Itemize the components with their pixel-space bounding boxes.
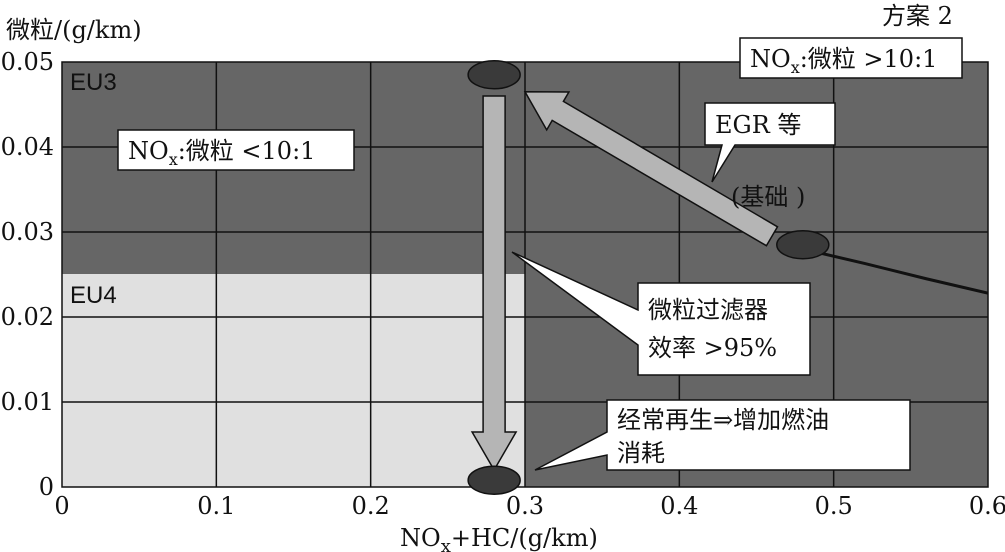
filter-callout: 微粒过滤器 效率 >95% [511, 251, 811, 376]
egr-callout-bubble [704, 102, 836, 183]
x-tick-label: 0.6 [969, 492, 1005, 520]
ratio-low-box [117, 129, 355, 171]
data-points [467, 60, 830, 495]
x-tick-label: 0.3 [506, 492, 544, 520]
y-tick-label: 0.01 [1, 388, 54, 416]
filter-callout-bubble [511, 251, 811, 376]
y-axis-label: 微粒/(g/km) [6, 16, 142, 44]
x-axis-ticks: 0 0.1 0.2 0.3 0.4 0.5 0.6 [54, 492, 1005, 520]
ratio-low-callout: NOx:微粒 <10:1 [117, 129, 355, 171]
x-tick-label: 0.1 [197, 492, 235, 520]
regen-callout: 经常再生⇒增加燃油 消耗 [534, 399, 911, 471]
x-tick-label: 0.5 [815, 492, 853, 520]
regen-text-line2: 消耗 [617, 439, 665, 467]
data-point [467, 60, 521, 90]
y-tick-label: 0.02 [1, 303, 54, 331]
y-tick-label: 0.03 [1, 218, 54, 246]
y-axis-ticks: 0 0.01 0.02 0.03 0.04 0.05 [1, 48, 54, 501]
ratio-low-text: NOx:微粒 <10:1 [128, 137, 315, 169]
plot-frame [61, 61, 989, 488]
egr-text: EGR 等 [715, 111, 801, 139]
egr-callout: EGR 等 [704, 102, 836, 183]
scheme-label: 方案 2 [882, 2, 953, 30]
x-tick-label: 0 [54, 492, 69, 520]
region-label-eu4: EU4 [70, 282, 117, 309]
ratio-high-callout: NOx:微粒 >10:1 [739, 37, 963, 79]
data-point [467, 465, 521, 495]
data-point [776, 230, 830, 260]
regen-callout-bubble [534, 399, 911, 471]
y-tick-label: 0.04 [1, 133, 54, 161]
filter-arrow [470, 95, 518, 472]
region-label-eu3: EU3 [70, 69, 117, 96]
filter-text-line1: 微粒过滤器 [648, 296, 768, 324]
ratio-high-text: NOx:微粒 >10:1 [750, 45, 937, 77]
y-tick-label: 0 [39, 473, 54, 501]
base-label: (基础 ) [731, 183, 805, 211]
x-tick-label: 0.4 [660, 492, 698, 520]
filter-text-line2: 效率 >95% [648, 334, 777, 362]
egr-arrow [523, 91, 779, 247]
arrows [470, 91, 779, 472]
region-eu4 [62, 274, 525, 487]
y-tick-label: 0.05 [1, 48, 54, 76]
ratio-high-box [739, 37, 963, 79]
trade-off-curve [802, 247, 988, 295]
x-axis-label: NOx+HC/(g/km) [400, 524, 598, 552]
regen-text-line1: 经常再生⇒增加燃油 [617, 406, 829, 434]
x-tick-label: 0.2 [352, 492, 390, 520]
